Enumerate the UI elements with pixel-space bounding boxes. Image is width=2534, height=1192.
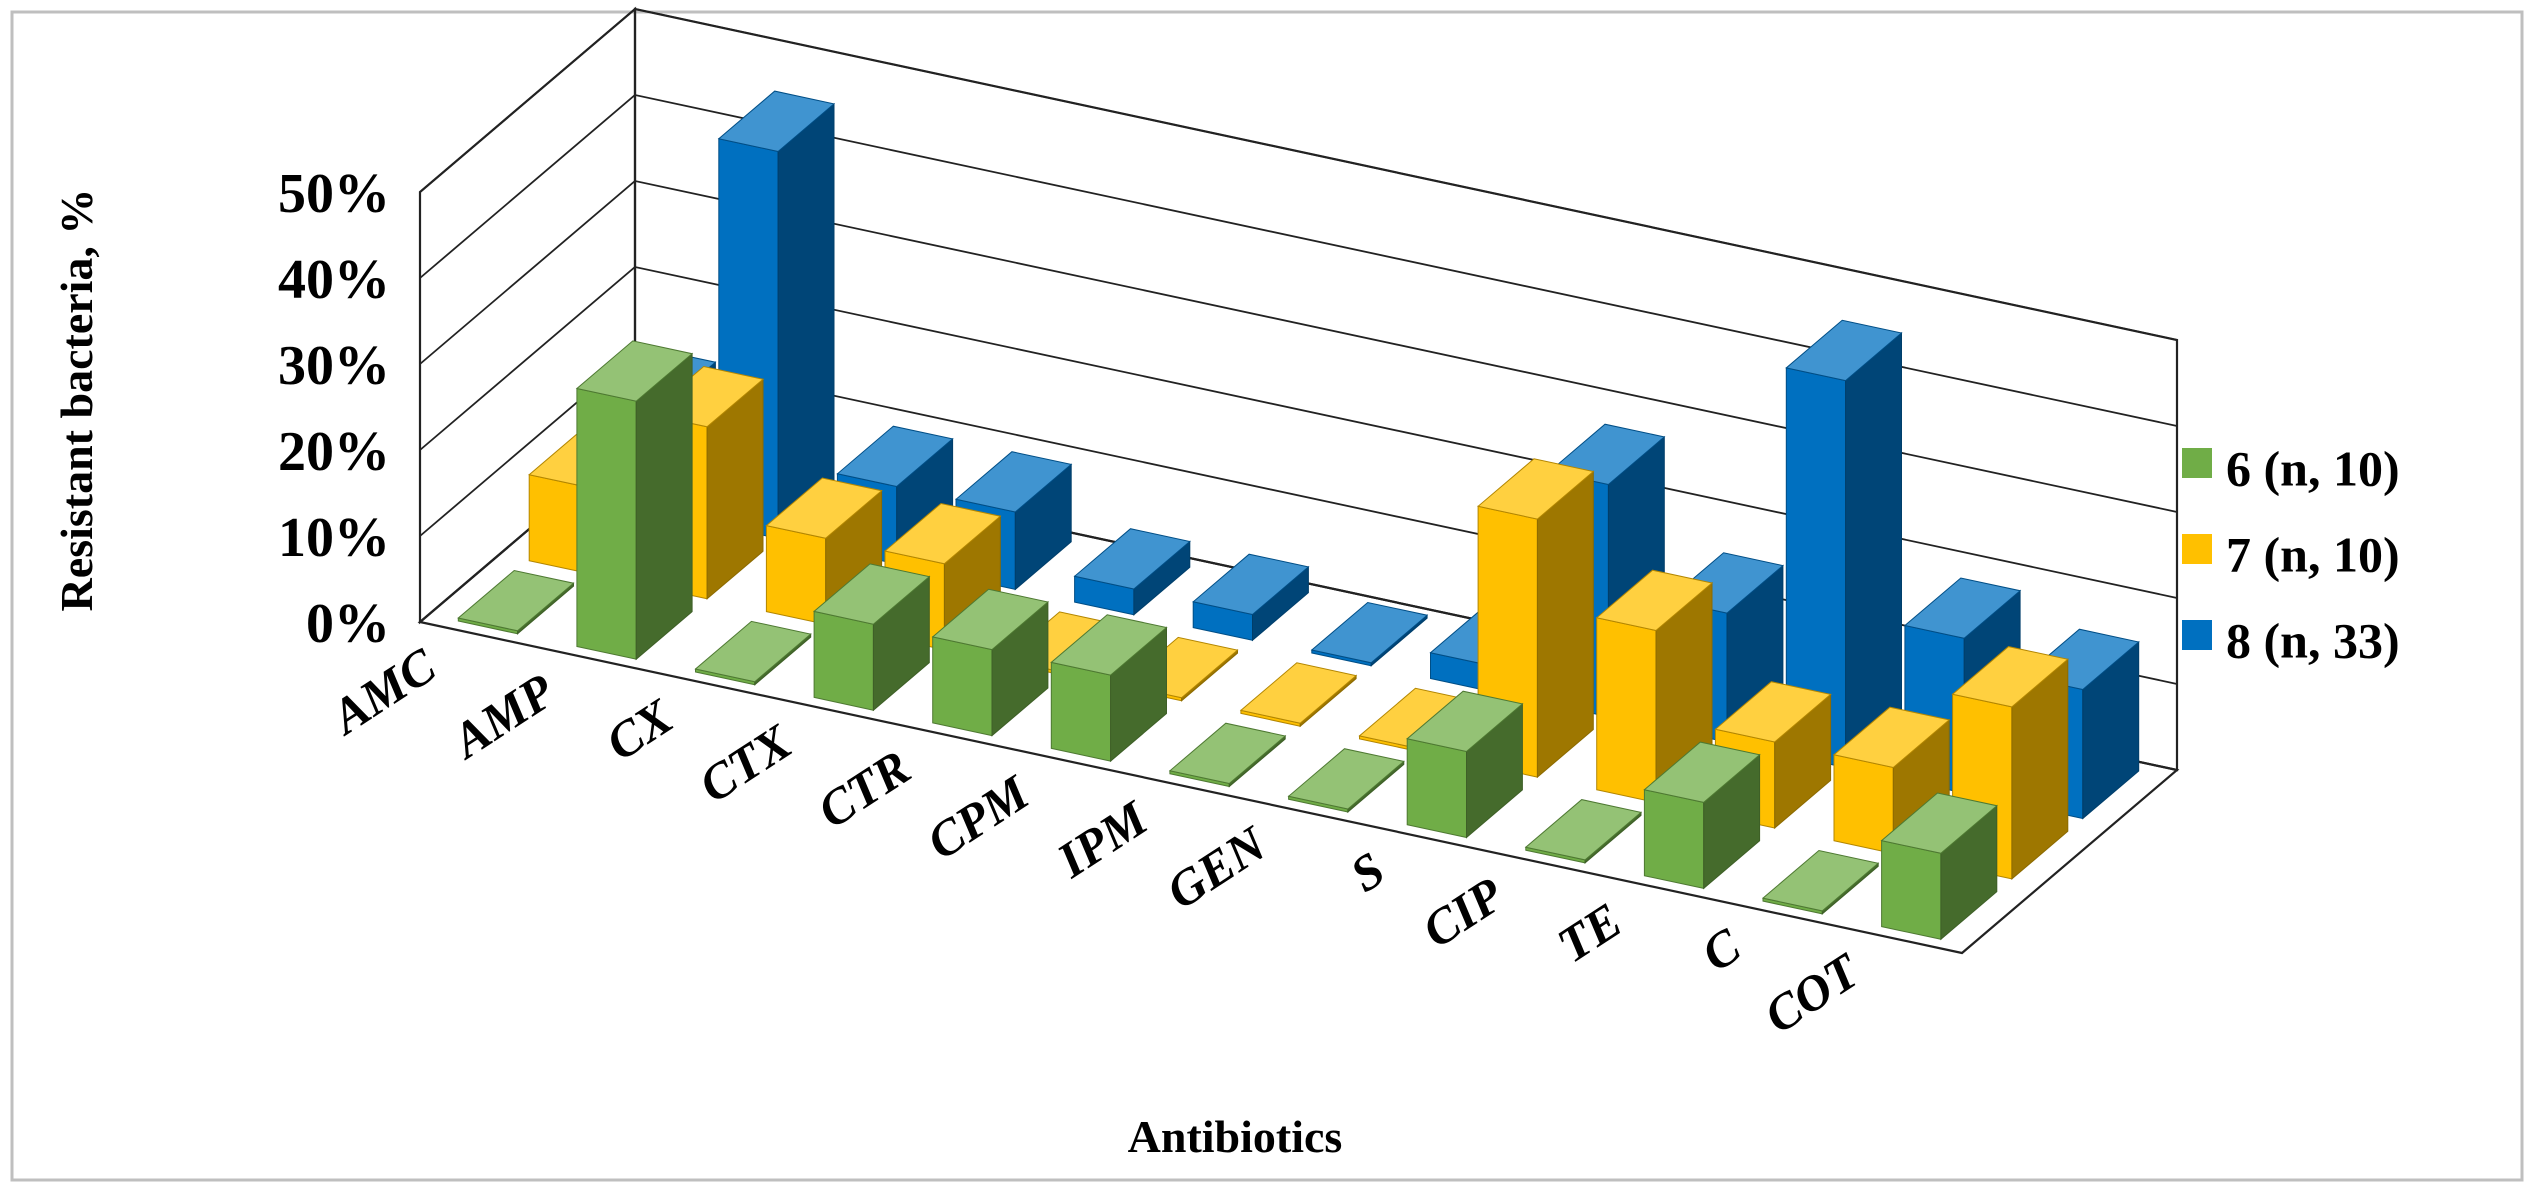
legend: 6 (n, 10) 7 (n, 10) 8 (n, 33)	[2182, 440, 2400, 668]
y-tick-label: 50%	[278, 163, 390, 225]
legend-swatch	[2182, 534, 2212, 564]
gridline	[419, 180, 2178, 513]
bar-S-series-1	[1406, 690, 1524, 839]
bars	[457, 90, 2140, 941]
y-axis-title: Resistant bacteria, %	[51, 189, 102, 612]
bar-CPM-series-1	[1050, 614, 1168, 763]
x-axis-title: Antibiotics	[1128, 1111, 1343, 1162]
bar-TE-series-1	[1643, 741, 1761, 890]
y-tick-label: 40%	[278, 249, 390, 311]
y-tick-label: 30%	[278, 335, 390, 397]
bar-CX-series-2	[765, 477, 883, 626]
bar-CTR-series-3	[1073, 528, 1191, 616]
bar-IPM-series-2	[1239, 662, 1358, 728]
y-tick-label: 10%	[278, 507, 390, 569]
bar-COT-series-1	[1880, 792, 1998, 941]
y-tick-label: 0%	[306, 593, 390, 655]
bar-CIP-series-1	[1524, 799, 1643, 864]
bar-IPM-series-1	[1168, 722, 1287, 788]
bar-IPM-series-3	[1310, 601, 1429, 667]
y-tick-label: 20%	[278, 421, 390, 483]
gridline	[419, 94, 2178, 427]
bar-AMP-series-1	[575, 340, 694, 661]
gridline	[419, 8, 2178, 341]
bar-TE-series-3	[1785, 319, 1903, 769]
y-axis-ticks: 0% 10% 20% 30% 40% 50%	[278, 163, 390, 655]
bar-CX-series-1	[694, 620, 812, 686]
bar-C-series-1	[1761, 849, 1880, 915]
legend-label: 8 (n, 33)	[2226, 612, 2400, 668]
bar-GEN-series-1	[1287, 748, 1405, 814]
bar-CTX-series-1	[813, 563, 931, 712]
legend-swatch	[2182, 620, 2212, 650]
legend-swatch	[2182, 448, 2212, 478]
legend-label: 6 (n, 10)	[2226, 440, 2400, 496]
bar-CPM-series-3	[1192, 553, 1310, 642]
bar-AMC-series-1	[457, 569, 575, 635]
legend-label: 7 (n, 10)	[2226, 526, 2400, 582]
bar-CTR-series-1	[931, 588, 1049, 737]
